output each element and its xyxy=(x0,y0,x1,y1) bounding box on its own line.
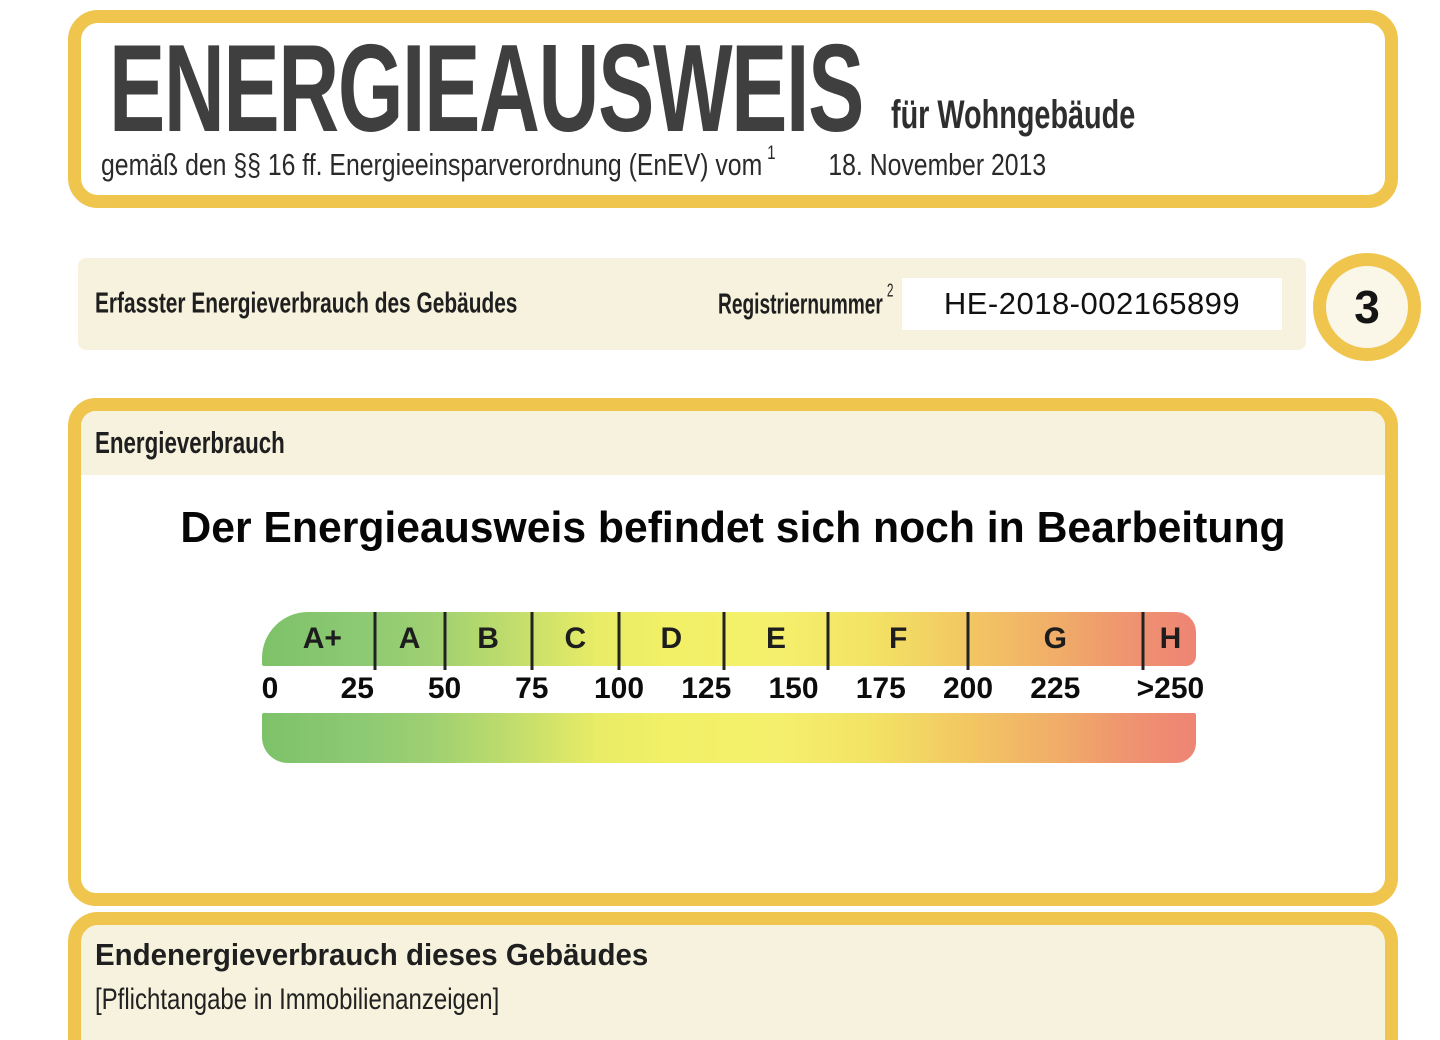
scale-class-divider xyxy=(530,612,534,670)
scale-class-label-c: C xyxy=(564,622,587,655)
scale-tick-label: 200 xyxy=(942,672,994,705)
registration-footnote-marker: 2 xyxy=(886,280,894,301)
scale-class-divider xyxy=(722,612,726,670)
scale-class-divider xyxy=(1141,612,1144,670)
scale-class-label-g: G xyxy=(1043,622,1067,655)
scale-tick-label: 25 xyxy=(340,672,374,705)
final-consumption-box: Endenergieverbrauch dieses Gebäudes [Pfl… xyxy=(68,912,1398,1040)
law-date: 18. November 2013 xyxy=(828,147,1047,182)
scale-tick-label: 225 xyxy=(1030,672,1081,705)
scale-tick-label: 0 xyxy=(261,672,279,705)
building-type-label: für Wohngebäude xyxy=(891,93,1136,137)
page-number-badge: 3 xyxy=(1313,253,1421,361)
consumption-box: Energieverbrauch Der Energieausweis befi… xyxy=(68,398,1398,906)
scale-class-label-h: H xyxy=(1159,622,1182,655)
scale-class-divider xyxy=(373,612,377,670)
consumption-header-band: Energieverbrauch xyxy=(81,411,1385,475)
header-box: ENERGIEAUSWEIS für Wohngebäude gemäß den… xyxy=(68,10,1398,208)
scale-class-divider xyxy=(443,612,446,670)
registration-number-label: Registriernummer 2 xyxy=(718,281,893,322)
scale-tick-label: 150 xyxy=(768,672,819,705)
scale-tick-label: >250 xyxy=(1136,672,1205,705)
page-title: ENERGIEAUSWEIS xyxy=(109,20,864,158)
law-text: gemäß den §§ 16 ff. Energieeinsparverord… xyxy=(101,147,763,182)
scale-class-label-e: E xyxy=(766,622,787,655)
recorded-consumption-label: Erfasster Energieverbrauch des Gebäudes xyxy=(95,287,518,320)
scale-class-label-aplus: A+ xyxy=(302,622,342,655)
law-footnote-marker: 1 xyxy=(767,143,776,164)
scale-tick-label: 175 xyxy=(855,672,906,705)
scale-class-bar: A+ A B C D E F G H xyxy=(262,612,1196,670)
registration-number-value: HE-2018-002165899 xyxy=(902,278,1282,330)
scale-tick-label: 100 xyxy=(593,672,645,705)
scale-tick-strip: 0 25 50 75 100 125 150 175 200 225 >250 xyxy=(261,666,1204,713)
scale-class-label-b: B xyxy=(477,622,499,655)
consumption-section-title: Energieverbrauch xyxy=(95,425,285,460)
scale-tick-label: 75 xyxy=(515,672,549,705)
energy-scale: A+ A B C D E F G H 0 25 50 75 100 125 150 175 200 225 >250 xyxy=(261,612,1204,763)
scale-class-divider xyxy=(966,612,970,670)
final-consumption-title: Endenergieverbrauch dieses Gebäudes xyxy=(95,937,649,972)
law-reference-line: gemäß den §§ 16 ff. Energieeinsparverord… xyxy=(101,143,1047,183)
scale-class-divider xyxy=(826,612,830,670)
registration-number-text: Registriernummer xyxy=(718,288,883,321)
scale-class-divider xyxy=(617,612,621,670)
scale-lower-bar xyxy=(262,713,1196,763)
scale-class-label-f: F xyxy=(889,622,908,655)
scale-tick-label: 50 xyxy=(427,672,462,705)
scale-class-label-d: D xyxy=(660,622,683,655)
scale-tick-label: 125 xyxy=(681,672,732,705)
status-message: Der Energieausweis befindet sich noch in… xyxy=(180,503,1286,552)
registration-band: Erfasster Energieverbrauch des Gebäudes … xyxy=(78,258,1306,350)
scale-class-label-a: A xyxy=(398,622,421,655)
mandatory-note: [Pflichtangabe in Immobilienanzeigen] xyxy=(95,983,500,1016)
